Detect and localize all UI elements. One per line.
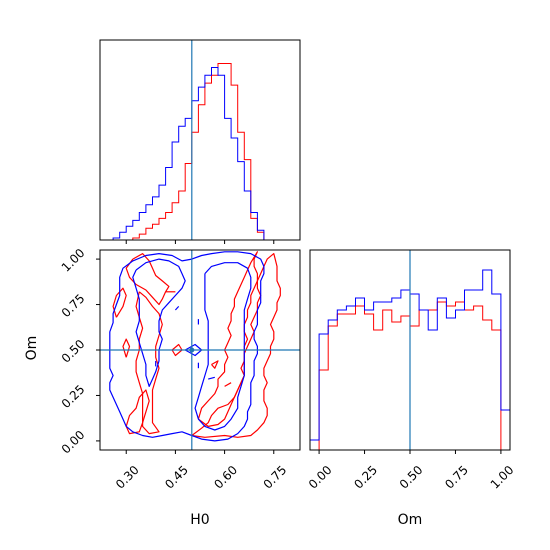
h0-histogram-red [100, 63, 297, 240]
joint-truth-marker [189, 347, 195, 353]
contour-blue-13 [194, 262, 252, 431]
contour-red-9 [211, 360, 219, 369]
h0-histogram-frame [99, 39, 301, 241]
contour-red-10 [224, 382, 232, 387]
h0-histogram-panel [99, 39, 301, 244]
x-axis-label-h0: H0 [190, 512, 209, 528]
x-axis-label-om: Om [398, 512, 423, 528]
y-axis-label-om: Om [24, 336, 40, 361]
contour-blue-11 [109, 251, 265, 442]
contours [109, 251, 281, 442]
contour-red-3 [125, 253, 170, 306]
contour-blue-15 [174, 305, 180, 311]
contour-red-2 [135, 291, 163, 435]
contour-red-5 [112, 287, 127, 318]
contour-red-1 [197, 251, 258, 427]
contour-blue-12 [132, 258, 186, 387]
contour-blue-19 [208, 376, 215, 380]
